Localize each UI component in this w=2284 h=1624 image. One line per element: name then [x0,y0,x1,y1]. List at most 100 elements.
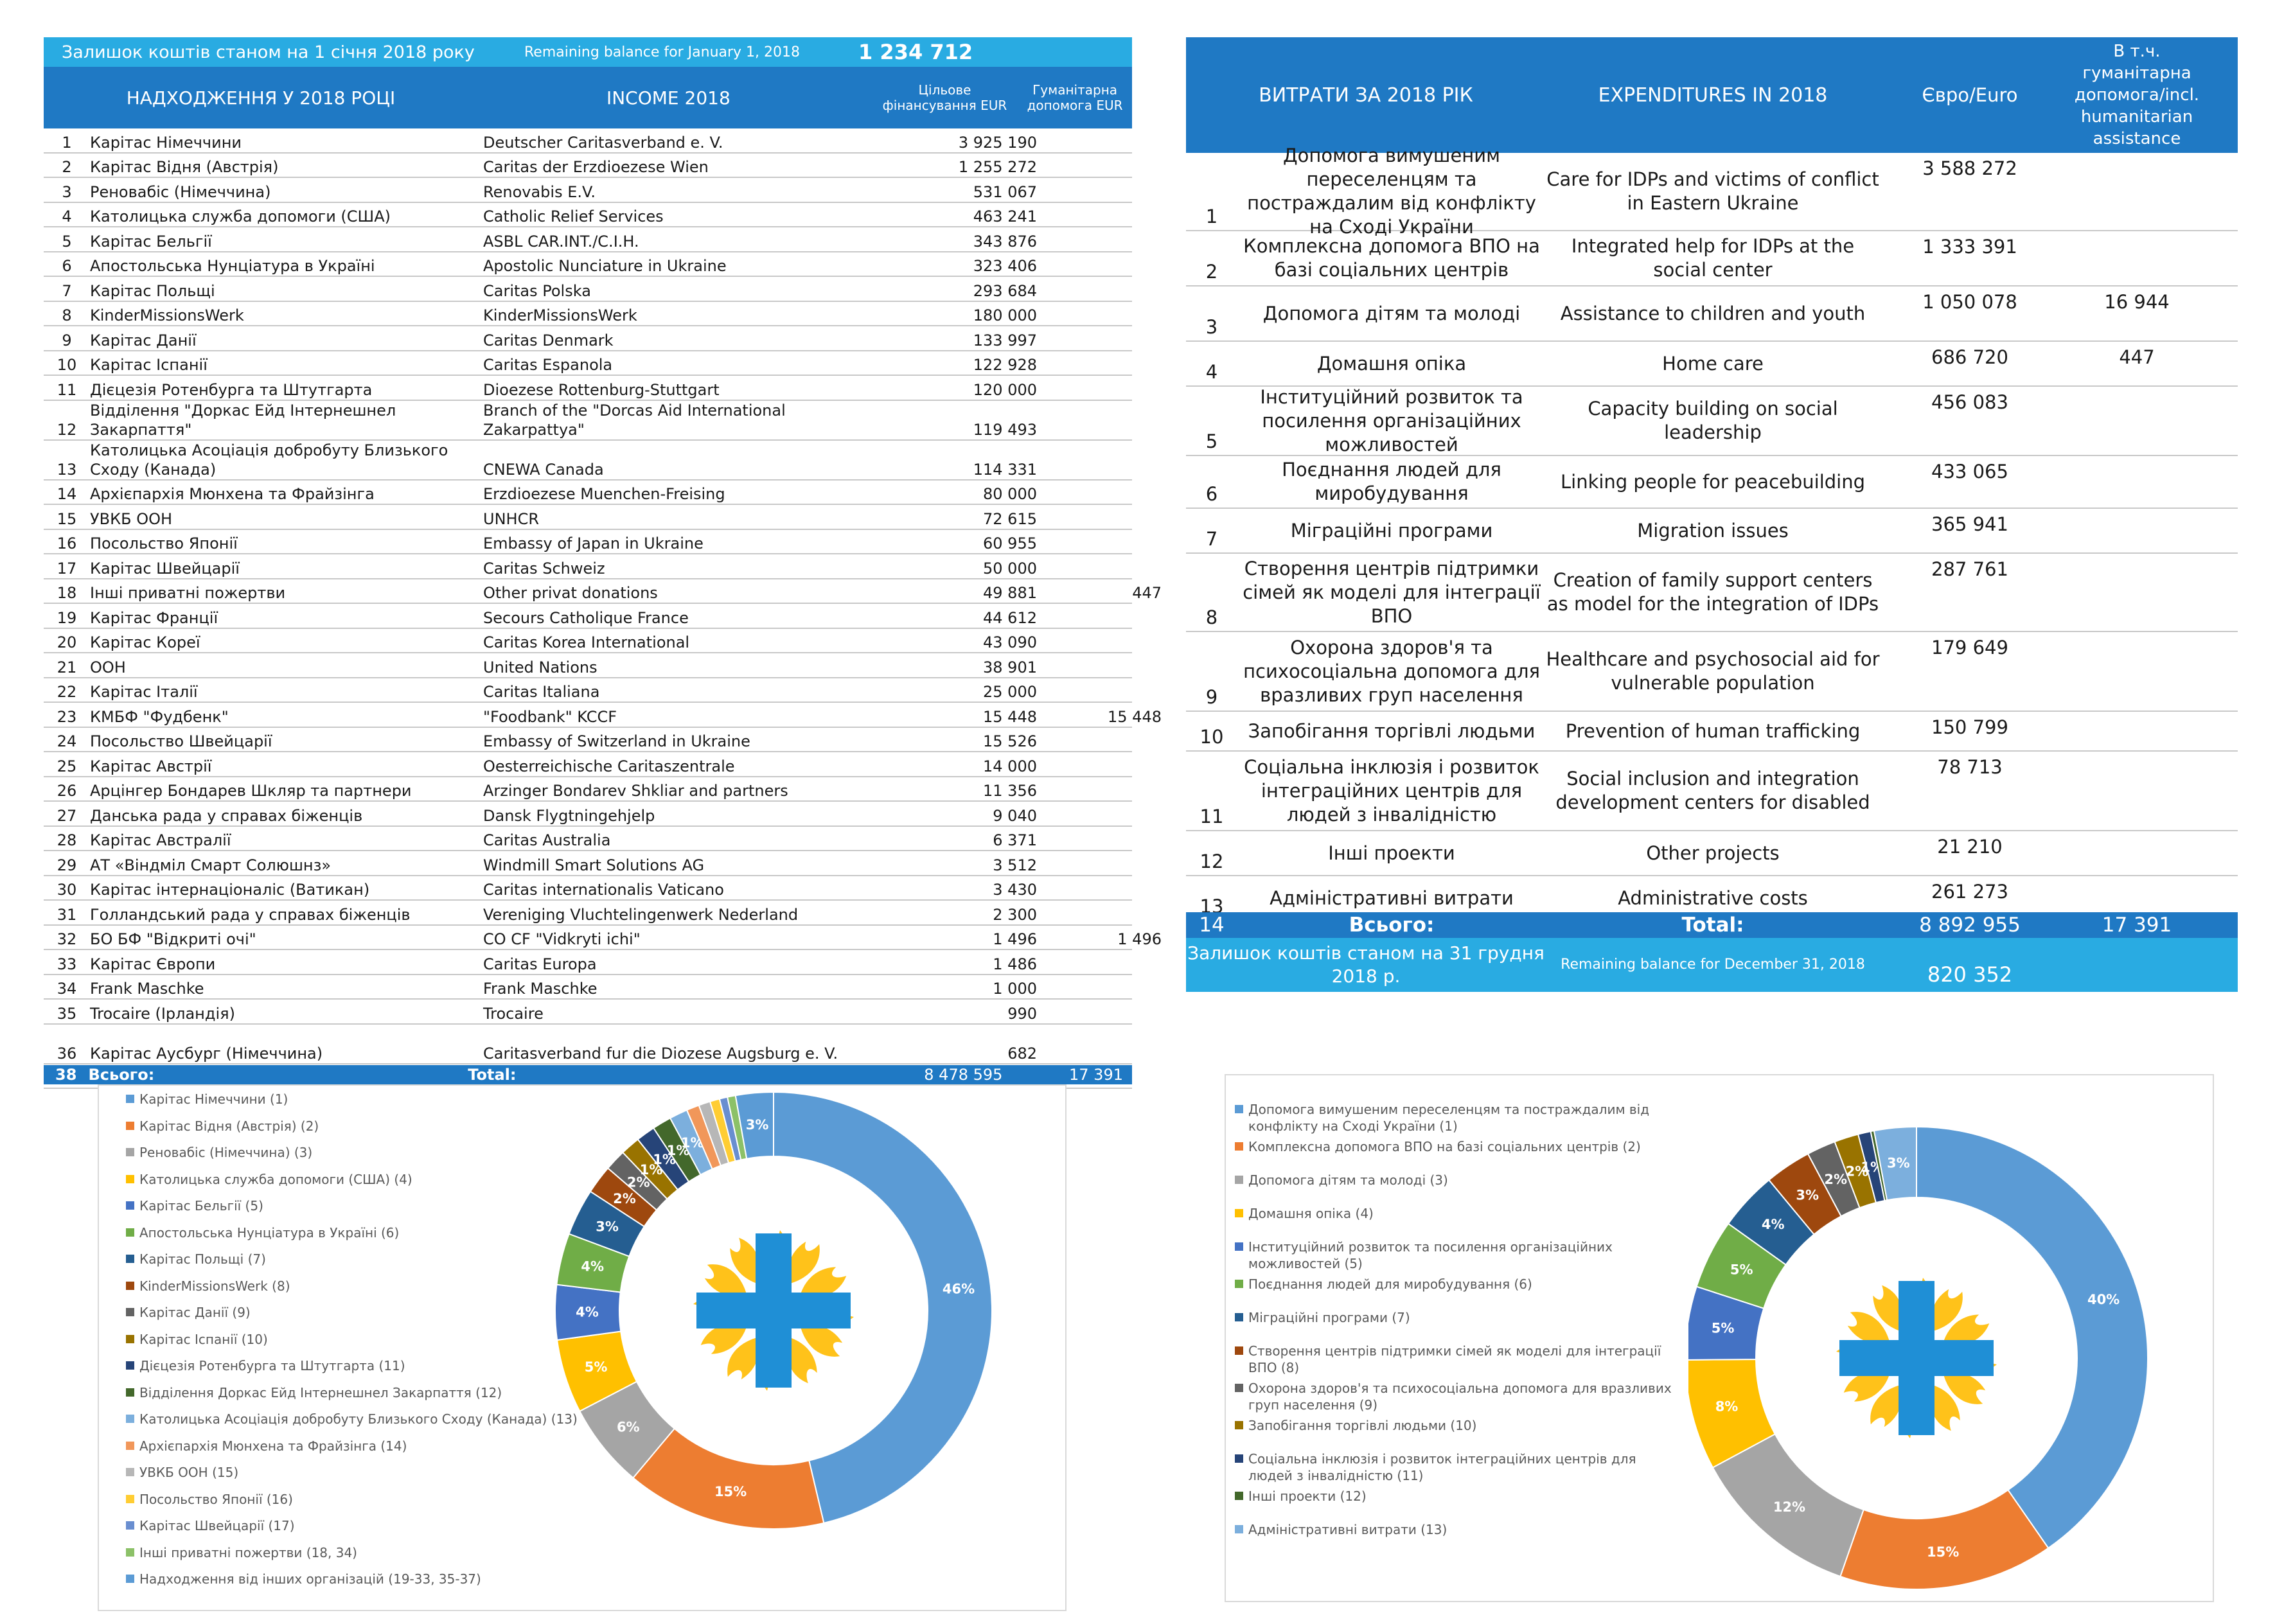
expenditure-row-amount: 261 273 [1931,881,2008,903]
income-row-donor-ua: Данська рада у справах біженців [90,806,363,825]
legend-item: Запобігання торгівлі людьми (10) [1235,1417,1678,1434]
expenditure-row-title-ua: Міграційні програми [1290,519,1493,542]
expenditure-row-amount: 3 588 272 [1922,157,2017,179]
income-row-donor-ua: Trocaire (Ірландія) [90,1004,235,1023]
expenditure-row-number: 6 [1205,483,1218,505]
income-row-donor-en: Caritas Espanola [483,356,613,374]
income-row-donor-en: Erzdioezese Muenchen-Freising [483,485,725,503]
income-row-donor-ua: Карітас Європи [90,955,216,973]
legend-swatch [126,1548,134,1557]
logo-flame [1931,1289,1963,1332]
income-row: 6 Апостольська Нунціатура в Україні Aposto… [44,252,1132,277]
income-row-number: 8 [62,306,72,324]
donut-slice [1873,1125,1917,1201]
income-row-donor-en: "Foodbank" KCCF [483,707,617,726]
legend-item: Карітас Швейцарії (17) [126,1517,672,1534]
legend-item: Карітас Іспанії (10) [126,1331,672,1348]
income-row-amount: 72 615 [983,509,1037,528]
legend-swatch [126,1121,134,1130]
income-row-donor-en: Dioezese Rottenburg-Stuttgart [483,380,720,399]
expenditure-row-number: 10 [1200,726,1224,748]
income-row-number: 4 [62,207,72,225]
income-row-donor-en: Caritas Italiana [483,683,600,701]
legend-item: Відділення Доркас Ейд Інтернешнел Закарп… [126,1384,672,1401]
legend-label: Запобігання торгівлі людьми (10) [1248,1418,1477,1433]
legend-label: Домашня опіка (4) [1248,1206,1374,1221]
income-row-donor-ua: Карітас Франції [90,608,218,627]
legend-item: Реновабіс (Німеччина) (3) [126,1144,672,1161]
legend-item: Католицька Асоціація добробуту Близького… [126,1411,672,1427]
income-row: 17 Карітас Швейцарії Caritas Schweiz 50 000 [44,554,1132,579]
income-row-donor-ua: БО БФ "Відкриті очі" [90,930,256,948]
opening-balance-label-ua: Залишок коштів станом на 1 січня 2018 ро… [62,42,475,62]
donut-slice [734,1091,774,1160]
closing-balance-label-en: Remaining balance for December 31, 2018 [1561,957,1865,973]
income-row-amount: 49 881 [983,584,1037,602]
legend-item: Дієцезія Ротенбурга та Штутгарта (11) [126,1357,672,1374]
income-row-number: 28 [57,831,77,849]
expenditure-row-amount: 287 761 [1931,558,2008,580]
legend-item: Карітас Відня (Австрія) (2) [126,1118,672,1134]
income-row-donor-ua: Архієпархія Мюнхена та Фрайзінга [90,485,375,503]
legend-item: KinderMissionsWerk (8) [126,1278,672,1294]
expenditure-row-humanitarian [2060,387,2214,455]
income-row-amount: 60 955 [983,534,1037,552]
income-row-number: 13 [57,460,77,479]
expenditure-row: 2 Комплексна допомога ВПО на базі соціаль… [1186,231,2238,287]
donut-slice [773,1091,993,1524]
legend-item: Католицька служба допомоги (США) (4) [126,1171,672,1188]
legend-swatch [126,1095,134,1103]
income-row-number: 34 [57,980,77,998]
income-row-number: 16 [57,534,77,552]
income-row-number: 19 [57,608,77,627]
legend-label: Карітас Швейцарії (17) [139,1518,295,1533]
income-row-donor-en: Branch of the "Dorcas Aid International … [483,401,786,439]
legend-item: Міграційні програми (7) [1235,1309,1678,1326]
donut-data-label: 15% [714,1484,747,1499]
expenditure-row-title-en: Assistance to children and youth [1560,302,1866,324]
income-row: 18 Інші приватні пожертви Other privat don… [44,579,1162,604]
legend-swatch [1235,1421,1243,1429]
legend-swatch [126,1201,134,1210]
expenditure-row-amount: 365 941 [1931,513,2008,535]
opening-balance-label-en: Remaining balance for January 1, 2018 [524,44,801,60]
legend-item: Архієпархія Мюнхена та Фрайзінга (14) [126,1438,672,1454]
expenditure-row-number: 9 [1205,686,1218,708]
income-chart-legend: Карітас Німеччини (1) Карітас Відня (Авст… [126,1091,672,1598]
income-row: 26 Арцінгер Бондарев Шкляр та партнери Arz… [44,777,1132,802]
income-row-donor-en: Caritas Europa [483,955,597,973]
closing-balance-value: 820 352 [1927,962,2013,987]
income-row-amount: 531 067 [973,182,1037,201]
income-chart-panel: Карітас Німеччини (1) Карітас Відня (Авст… [98,1084,1067,1611]
caritas-logo-icon [1836,1278,1997,1438]
legend-swatch [126,1361,134,1370]
expenditure-total-row: 14 Всього: Total: 8 892 955 17 391 [1186,912,2238,938]
income-row-donor-ua: Дієцезія Ротенбурга та Штутгарта [90,380,373,399]
legend-label: Допомога вимушеним переселенцям та постр… [1248,1102,1650,1134]
legend-label: Архієпархія Мюнхена та Фрайзінга (14) [139,1438,407,1454]
logo-flame [788,1241,820,1284]
expenditure-row-humanitarian [2060,831,2214,875]
legend-label: Карітас Бельгії (5) [139,1198,263,1214]
expenditure-row-amount: 1 050 078 [1922,291,2017,313]
expenditure-donut-chart: 40%15%12%8%5%5%4%3%2%2%1% 3% [1688,1125,2148,1590]
income-row-humanitarian: 1 496 [1117,930,1162,948]
income-row-number: 2 [62,158,72,176]
income-row-donor-ua: Frank Maschke [90,980,204,998]
legend-item: Комплексна допомога ВПО на базі соціальн… [1235,1138,1678,1155]
legend-swatch [126,1228,134,1237]
donut-data-label: 5% [1730,1262,1753,1278]
legend-swatch [126,1494,134,1503]
donut-data-label: 4% [576,1304,599,1320]
income-row-number: 9 [62,331,72,349]
expenditure-row: 5 Інституційний розвиток та посилення орг… [1186,386,2238,456]
income-row-donor-ua: Апостольська Нунціатура в Україні [90,257,375,275]
expenditure-row-title-en: Home care [1662,352,1764,375]
income-row-donor-ua: Посольство Японії [90,534,238,552]
legend-item: Посольство Японії (16) [126,1491,672,1508]
income-row: 8 KinderMissionsWerk KinderMissionsWerk 180… [44,302,1132,326]
income-row-donor-ua: Карітас Австралії [90,831,231,849]
income-row-amount: 2 300 [993,905,1037,924]
donut-slice [1688,1358,1776,1469]
expenditure-row-humanitarian [2060,632,2214,710]
